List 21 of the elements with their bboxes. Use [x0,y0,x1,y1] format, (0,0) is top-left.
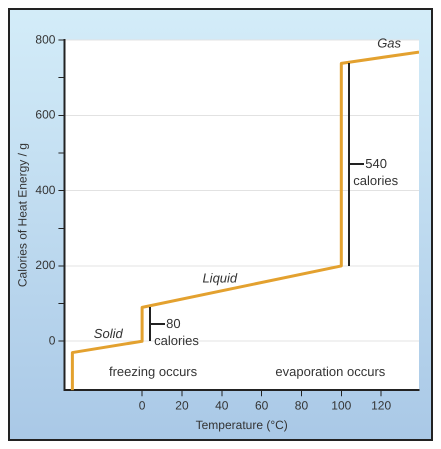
x-tick-label: 0 [138,398,146,413]
x-tick-label: 60 [254,398,269,413]
annotation: 80 calories [154,316,200,348]
x-tick-label: 120 [371,398,392,413]
y-tick-label: 400 [35,182,56,197]
y-tick-label: 200 [35,258,56,272]
annotation: Liquid [202,270,238,286]
annotation: Solid [94,326,124,342]
y-tick-label: 0 [48,334,56,348]
x-tick-label: 20 [175,398,189,413]
annotation: 540 calories [353,156,399,188]
x-tick-label: 80 [294,398,308,413]
x-axis-title: Temperature (°C) [196,418,288,432]
y-tick-label: 600 [35,108,56,122]
annotation: Gas [377,36,402,51]
annotation: freezing occurs [108,364,198,379]
annotation: evaporation occurs [275,364,386,379]
x-tick-label: 40 [215,398,229,413]
y-tick-label: 800 [35,32,56,46]
y-axis-title: Calories of Heat Energy / g [16,143,30,288]
x-tick-label: 100 [331,398,352,413]
